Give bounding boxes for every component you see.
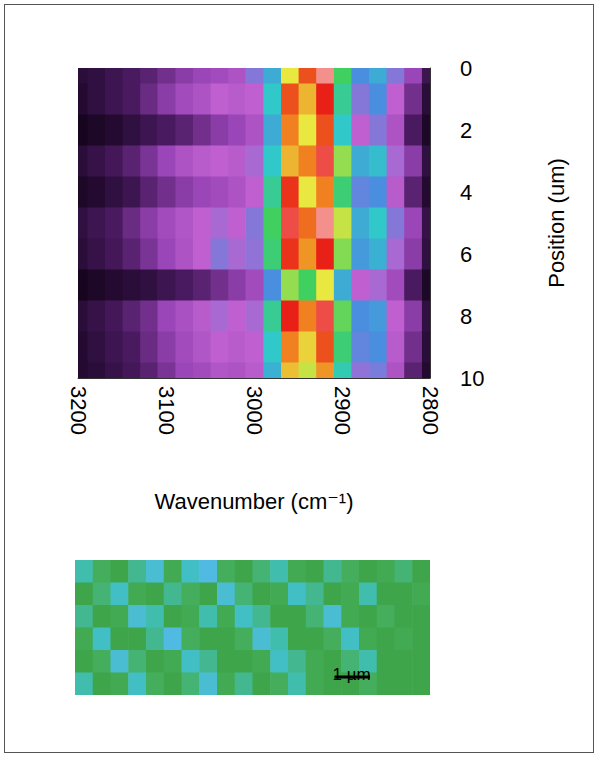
svg-text:0: 0 <box>460 56 472 81</box>
svg-text:2800: 2800 <box>418 386 443 435</box>
svg-text:2900: 2900 <box>330 386 355 435</box>
svg-text:3000: 3000 <box>242 386 267 435</box>
svg-text:Wavenumber (cm⁻¹): Wavenumber (cm⁻¹) <box>154 489 353 514</box>
svg-text:4: 4 <box>460 180 472 205</box>
svg-text:2: 2 <box>460 118 472 143</box>
svg-text:10: 10 <box>460 366 484 391</box>
svg-text:6: 6 <box>460 242 472 267</box>
svg-text:3200: 3200 <box>66 386 91 435</box>
svg-text:Position (um): Position (um) <box>544 158 569 288</box>
svg-text:1 µm: 1 µm <box>333 665 371 684</box>
svg-text:3100: 3100 <box>154 386 179 435</box>
svg-text:8: 8 <box>460 304 472 329</box>
